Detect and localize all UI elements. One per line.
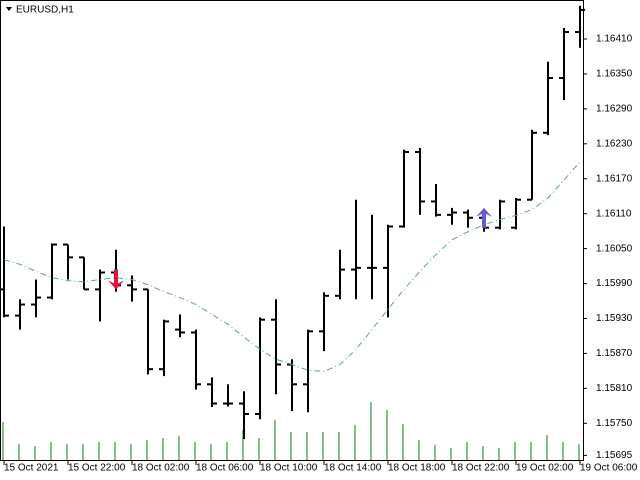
y-tick-label: 1.16050 bbox=[596, 243, 633, 254]
y-tick-label: 1.16350 bbox=[596, 69, 633, 80]
x-tick-label: 19 Oct 06:00 bbox=[580, 463, 638, 474]
y-tick-label: 1.15750 bbox=[596, 418, 633, 429]
moving-average bbox=[3, 161, 581, 373]
x-tick-label: 18 Oct 18:00 bbox=[388, 463, 446, 474]
y-tick-label: 1.15990 bbox=[596, 278, 633, 289]
x-tick-label: 15 Oct 22:00 bbox=[68, 463, 126, 474]
plot-frame bbox=[0, 0, 584, 461]
y-tick-label: 1.15930 bbox=[596, 313, 633, 324]
y-tick-label: 1.16110 bbox=[596, 208, 632, 219]
y-tick-label: 1.15810 bbox=[596, 383, 633, 394]
chart-title: EURUSD,H1 bbox=[16, 5, 74, 16]
y-tick-label: 1.15870 bbox=[596, 348, 633, 359]
buy-arrow bbox=[476, 207, 492, 228]
x-tick-label: 19 Oct 02:00 bbox=[516, 463, 574, 474]
x-tick-label: 18 Oct 22:00 bbox=[452, 463, 510, 474]
x-tick-label: 15 Oct 2021 bbox=[4, 463, 59, 474]
y-tick-label: 1.16410 bbox=[596, 34, 633, 45]
x-tick-label: 18 Oct 14:00 bbox=[324, 463, 382, 474]
y-tick-label: 1.16290 bbox=[596, 104, 633, 115]
y-tick-label: 1.15695 bbox=[596, 450, 633, 461]
x-tick-label: 18 Oct 02:00 bbox=[132, 463, 190, 474]
y-tick-label: 1.16170 bbox=[596, 173, 633, 184]
x-tick-label: 18 Oct 10:00 bbox=[260, 463, 318, 474]
x-tick-label: 18 Oct 06:00 bbox=[196, 463, 254, 474]
sell-arrow bbox=[108, 269, 124, 290]
y-tick-label: 1.16230 bbox=[596, 138, 633, 149]
menu-triangle[interactable] bbox=[6, 7, 12, 11]
